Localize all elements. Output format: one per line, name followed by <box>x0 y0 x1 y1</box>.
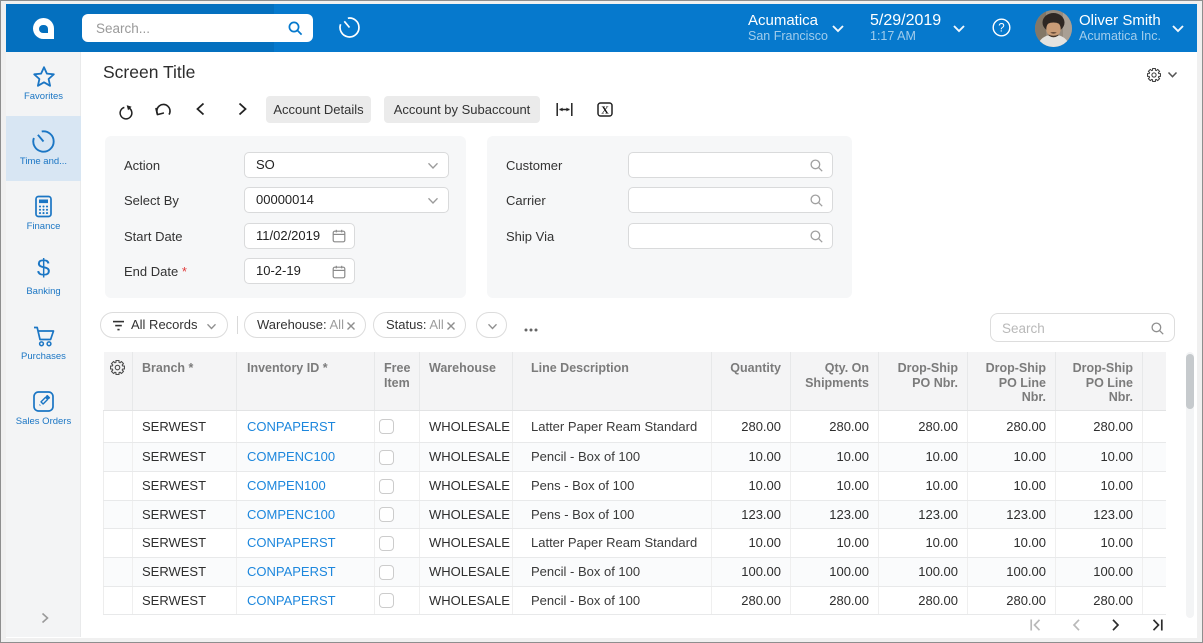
svg-text:?: ? <box>998 23 1004 35</box>
svg-text:X: X <box>601 105 609 116</box>
